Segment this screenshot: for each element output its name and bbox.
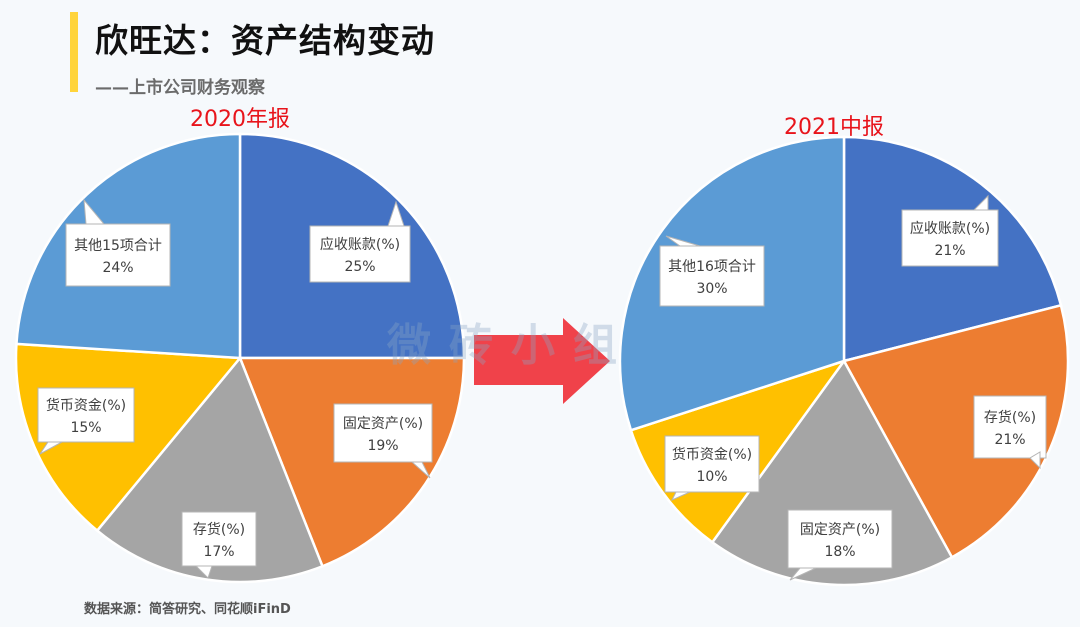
- slice-value-label: 18%: [824, 544, 855, 560]
- data-callout: 货币资金(%) 10%: [664, 435, 760, 502]
- slice-label: 应收账款(%): [320, 236, 400, 253]
- callout-pointer: [665, 235, 701, 247]
- slice-label: 应收账款(%): [910, 220, 990, 237]
- slice-label: 货币资金(%): [672, 446, 752, 463]
- data-callout: 其他16项合计 30%: [659, 235, 765, 307]
- slice-value-label: 30%: [696, 281, 727, 297]
- slice-label: 存货(%): [193, 521, 245, 538]
- pie-chart-2021h1: 应收账款(%) 21% 存货(%) 21% 固定资产(%) 18% 货币资金(%) 10% 其他…: [618, 135, 1070, 587]
- slice-value-label: 25%: [344, 259, 375, 275]
- slice-value-label: 24%: [102, 260, 133, 276]
- pie-chart-2020: 应收账款(%) 25% 固定资产(%) 19% 存货(%) 17% 货币资金(%) 15% 其他…: [14, 132, 466, 584]
- callout-pointer: [670, 491, 691, 502]
- data-callout: 应收账款(%) 21%: [901, 194, 999, 267]
- slice-label: 其他16项合计: [668, 259, 756, 275]
- pie-slice: [95, 355, 325, 584]
- callout-box: [973, 395, 1047, 459]
- callout-pointer: [1029, 451, 1041, 470]
- data-callout: 存货(%) 17%: [181, 511, 257, 579]
- callout-box: [901, 209, 999, 267]
- callout-pointer: [83, 198, 106, 225]
- slice-label: 其他15项合计: [74, 238, 162, 254]
- callout-box: [181, 511, 257, 567]
- callout-box: [787, 509, 893, 569]
- data-callout: 固定资产(%) 18%: [787, 509, 893, 581]
- callout-pointer: [410, 461, 431, 479]
- watermark: 微砖小组: [386, 320, 635, 371]
- chart-title-2020: 2020年报: [190, 107, 290, 132]
- page-subtitle: ——上市公司财务观察: [95, 78, 265, 98]
- slice-value-label: 21%: [994, 432, 1025, 448]
- slice-value-label: 17%: [203, 544, 234, 560]
- callout-pointer: [39, 441, 63, 455]
- callout-pointer: [972, 194, 989, 211]
- callout-pointer: [194, 565, 213, 579]
- data-callout: 存货(%) 21%: [973, 395, 1047, 470]
- callout-box: [333, 403, 433, 463]
- callout-box: [664, 435, 760, 493]
- data-callout: 货币资金(%) 15%: [37, 387, 135, 455]
- chart-title-2021h1: 2021中报: [784, 115, 884, 140]
- page-title: 欣旺达：资产结构变动: [95, 21, 435, 60]
- slice-value-label: 19%: [367, 438, 398, 454]
- slice-value-label: 10%: [696, 469, 727, 485]
- slice-label: 货币资金(%): [46, 397, 126, 414]
- callout-box: [659, 245, 765, 307]
- callout-box: [309, 225, 411, 283]
- callout-box: [37, 387, 135, 443]
- data-callout: 应收账款(%) 25%: [309, 200, 411, 283]
- callout-box: [65, 223, 171, 287]
- slice-label: 固定资产(%): [800, 522, 880, 538]
- callout-pointer: [387, 200, 405, 227]
- accent-bar: [70, 12, 78, 92]
- callout-pointer: [789, 567, 817, 581]
- slice-label: 存货(%): [984, 409, 1036, 426]
- slice-value-label: 15%: [70, 420, 101, 436]
- data-callout: 固定资产(%) 19%: [333, 403, 433, 479]
- data-callout: 其他15项合计 24%: [65, 198, 171, 287]
- transition-arrow: [474, 318, 610, 404]
- slice-label: 固定资产(%): [343, 416, 423, 432]
- source-note: 数据来源：简答研究、同花顺iFinD: [84, 602, 291, 617]
- pie-slice: [842, 303, 1070, 559]
- slice-value-label: 21%: [934, 243, 965, 259]
